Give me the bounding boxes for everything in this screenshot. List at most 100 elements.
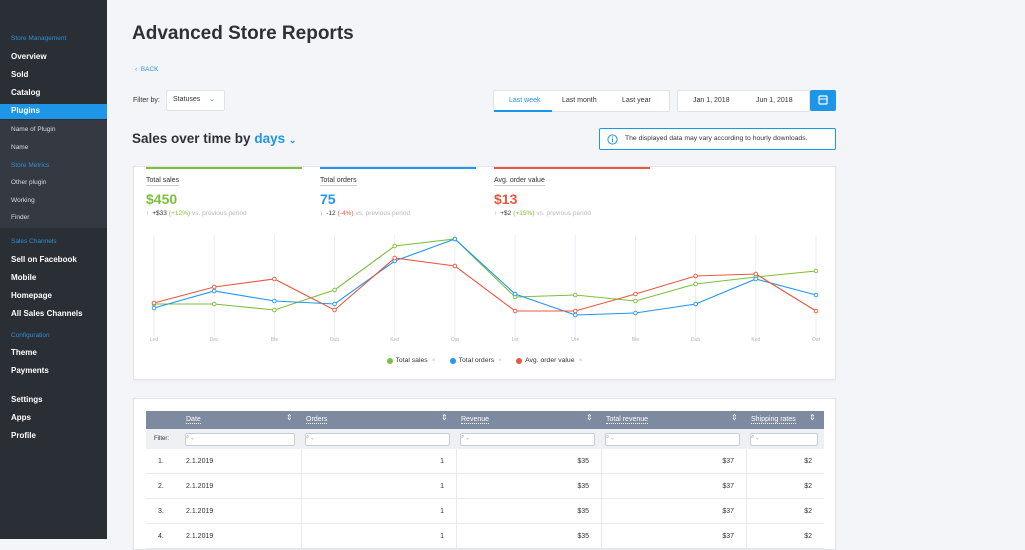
info-icon (607, 134, 618, 145)
filter-input[interactable]: ⌕ ⌄ (185, 433, 295, 446)
column-header[interactable]: Revenue (461, 416, 490, 424)
nav-item[interactable]: All Sales Channels (11, 309, 83, 318)
nav-item[interactable]: Sold (11, 70, 29, 79)
table-cell: $37 (722, 458, 734, 465)
info-box: The displayed data may vary according to… (599, 128, 836, 150)
nav-heading: Store Metrics (11, 162, 50, 169)
sort-icon: ⇕ (286, 413, 293, 422)
section-title: Sales over time by days ⌄ (132, 131, 296, 146)
legend-remove: × (578, 357, 583, 364)
change-note: vs. previous period (536, 210, 591, 217)
nav-item[interactable]: Other plugin (11, 179, 47, 186)
table-header (146, 411, 824, 429)
period-option[interactable]: Last year (622, 97, 651, 104)
table-cell: 2.1.2019 (186, 508, 214, 515)
legend-dot (516, 357, 523, 364)
nav-heading: Configuration (11, 332, 50, 339)
nav-item[interactable]: Name of Plugin (11, 126, 56, 133)
nav-item[interactable]: Plugins (11, 106, 40, 115)
filter-input[interactable]: ⌕ ⌄ (305, 433, 450, 446)
active-highlight (0, 104, 107, 119)
nav-item[interactable]: Finder (11, 214, 30, 221)
nav-item[interactable]: Catalog (11, 88, 41, 97)
nav-item[interactable]: Payments (11, 366, 49, 375)
table-cell: $2 (804, 508, 812, 515)
page-title: Advanced Store Reports (132, 23, 354, 44)
x-tick-label: Ked (390, 337, 399, 343)
data-point (753, 276, 759, 282)
period-switch: Last week Last month Last year (493, 90, 670, 112)
column-header[interactable]: Orders (306, 416, 328, 424)
period-option[interactable]: Last month (562, 97, 597, 104)
calendar-button[interactable] (810, 90, 836, 111)
nav-item[interactable]: Profile (11, 431, 36, 440)
nav-item[interactable]: Apps (11, 413, 31, 422)
nav-item[interactable]: Name (11, 144, 29, 151)
back-link[interactable]: ‹ BACK (135, 66, 158, 73)
change-amount: +$2 (500, 210, 512, 217)
table-cell: 2.1.2019 (186, 483, 214, 490)
x-tick-label: Ure (571, 337, 579, 343)
period-option[interactable]: Last week (509, 97, 541, 104)
filter-label: Filter: (154, 436, 169, 442)
x-tick-label: Bfe (271, 337, 279, 343)
data-point (633, 291, 638, 297)
table-cell: $35 (577, 508, 589, 515)
info-text: The displayed data may vary according to… (625, 135, 808, 142)
data-point (211, 284, 217, 290)
nav-item[interactable]: Working (11, 197, 35, 204)
kpi-value: $13 (494, 191, 518, 207)
nav-item[interactable]: Theme (11, 348, 37, 357)
data-point (332, 301, 337, 307)
data-point (693, 301, 698, 307)
legend: Total sales × Total orders × Avg. order valu… (134, 357, 835, 364)
column-header[interactable]: Date (186, 416, 201, 424)
x-tick-label: Bfe (632, 337, 640, 343)
nav-item[interactable]: Mobile (11, 273, 37, 282)
table-cell: 2.1.2019 (186, 458, 214, 465)
column-divider (301, 449, 302, 549)
legend-remove: × (431, 357, 436, 364)
table-cell: $37 (722, 533, 734, 540)
table-cell: 4. (158, 533, 164, 540)
filter-input[interactable]: ⌕ ⌄ (750, 433, 818, 446)
data-point (151, 305, 157, 311)
table-cell: $2 (804, 483, 812, 490)
nav-item[interactable]: Homepage (11, 291, 52, 300)
legend-dot (386, 357, 393, 364)
sidebar: Store Management Overview Sold Catalog Plugi… (0, 0, 107, 539)
status-select[interactable]: Statuses ⌄ (166, 90, 225, 111)
date-range[interactable]: Jan 1, 2018 Jun 1, 2018 (677, 90, 810, 112)
legend-item[interactable]: Total sales × (386, 357, 436, 364)
column-header[interactable]: Total revenue (606, 416, 649, 424)
change-note: vs. previous period (192, 210, 247, 217)
data-point (573, 308, 578, 314)
change-amount: +$33 (152, 210, 167, 217)
table-cell: 1. (158, 458, 164, 465)
data-point (693, 273, 698, 279)
calendar-icon (818, 95, 828, 105)
filter-input[interactable]: ⌕ ⌄ (605, 433, 740, 446)
nav-item[interactable]: Overview (11, 52, 47, 61)
column-header[interactable]: Shipping rates (751, 416, 796, 424)
nav-item[interactable]: Sell on Facebook (11, 255, 77, 264)
line-chart: Led Dec Bfe Dub Ked Oat Lot Ure Bfe Dub Ked Oat (150, 235, 821, 343)
data-point (452, 236, 458, 242)
legend-label: Total sales (395, 357, 428, 364)
table-cell: 1 (440, 533, 444, 540)
change-pct: (+15%) (513, 210, 535, 217)
active-underline (494, 110, 552, 112)
data-point (211, 288, 217, 294)
x-tick-label: Dub (691, 337, 700, 343)
unit-select[interactable]: days ⌄ (254, 131, 296, 146)
nav-item[interactable]: Settings (11, 395, 43, 404)
data-point (753, 271, 759, 277)
data-point (452, 263, 458, 269)
kpi-bar (320, 167, 476, 169)
legend-item[interactable]: Total orders × (449, 357, 502, 364)
data-point (573, 312, 578, 318)
change-amount: -12 (326, 210, 336, 217)
filter-input[interactable]: ⌕ ⌄ (460, 433, 595, 446)
legend-item[interactable]: Avg. order value × (516, 357, 582, 364)
data-point (332, 287, 337, 293)
